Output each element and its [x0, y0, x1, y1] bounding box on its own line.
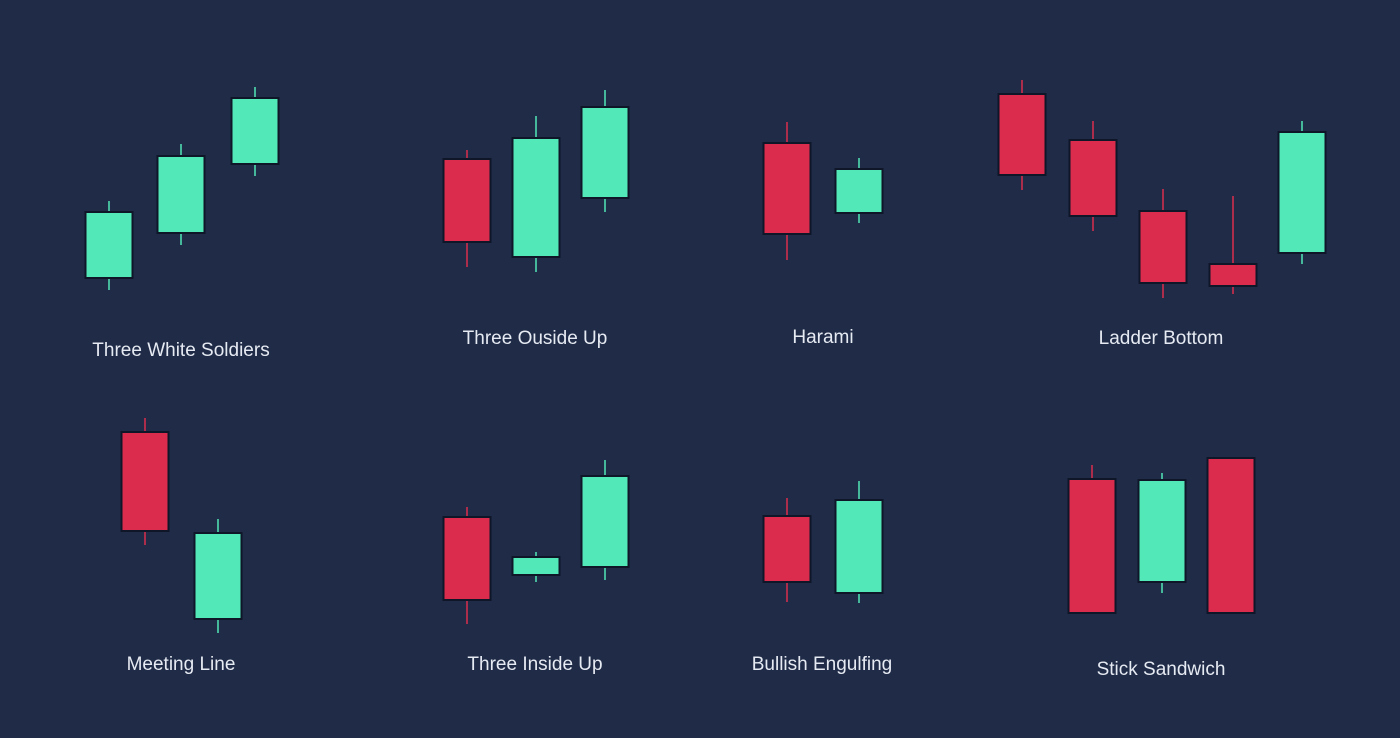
pattern-label: Meeting Line [127, 654, 236, 675]
candle-body [442, 516, 492, 601]
candle-body [1208, 263, 1258, 287]
pattern-label: Three Inside Up [467, 654, 602, 675]
candle-body [1137, 479, 1187, 583]
pattern-label: Stick Sandwich [1097, 659, 1226, 680]
candles [84, 80, 1327, 633]
pattern-label: Three Ouside Up [463, 328, 608, 349]
candle-body [834, 168, 884, 214]
candle-body [580, 475, 630, 568]
candle-body [193, 532, 243, 620]
candle-body [120, 431, 170, 532]
candle-body [1206, 457, 1256, 614]
candle-body [1068, 139, 1118, 217]
candle-body [762, 515, 812, 583]
candle-body [580, 106, 630, 199]
candle-body [84, 211, 134, 279]
candle-body [762, 142, 812, 235]
pattern-label: Harami [792, 327, 853, 348]
candle-body [834, 499, 884, 594]
candle-body [511, 137, 561, 258]
candle-body [511, 556, 561, 576]
candle-body [442, 158, 492, 243]
pattern-label: Bullish Engulfing [752, 654, 892, 675]
pattern-label: Ladder Bottom [1099, 328, 1224, 349]
candle-body [156, 155, 206, 234]
candle-body [1067, 478, 1117, 614]
candle-body [230, 97, 280, 165]
pattern-label: Three White Soldiers [92, 340, 269, 361]
candle-body [997, 93, 1047, 176]
candle-body [1138, 210, 1188, 284]
candle-body [1277, 131, 1327, 254]
